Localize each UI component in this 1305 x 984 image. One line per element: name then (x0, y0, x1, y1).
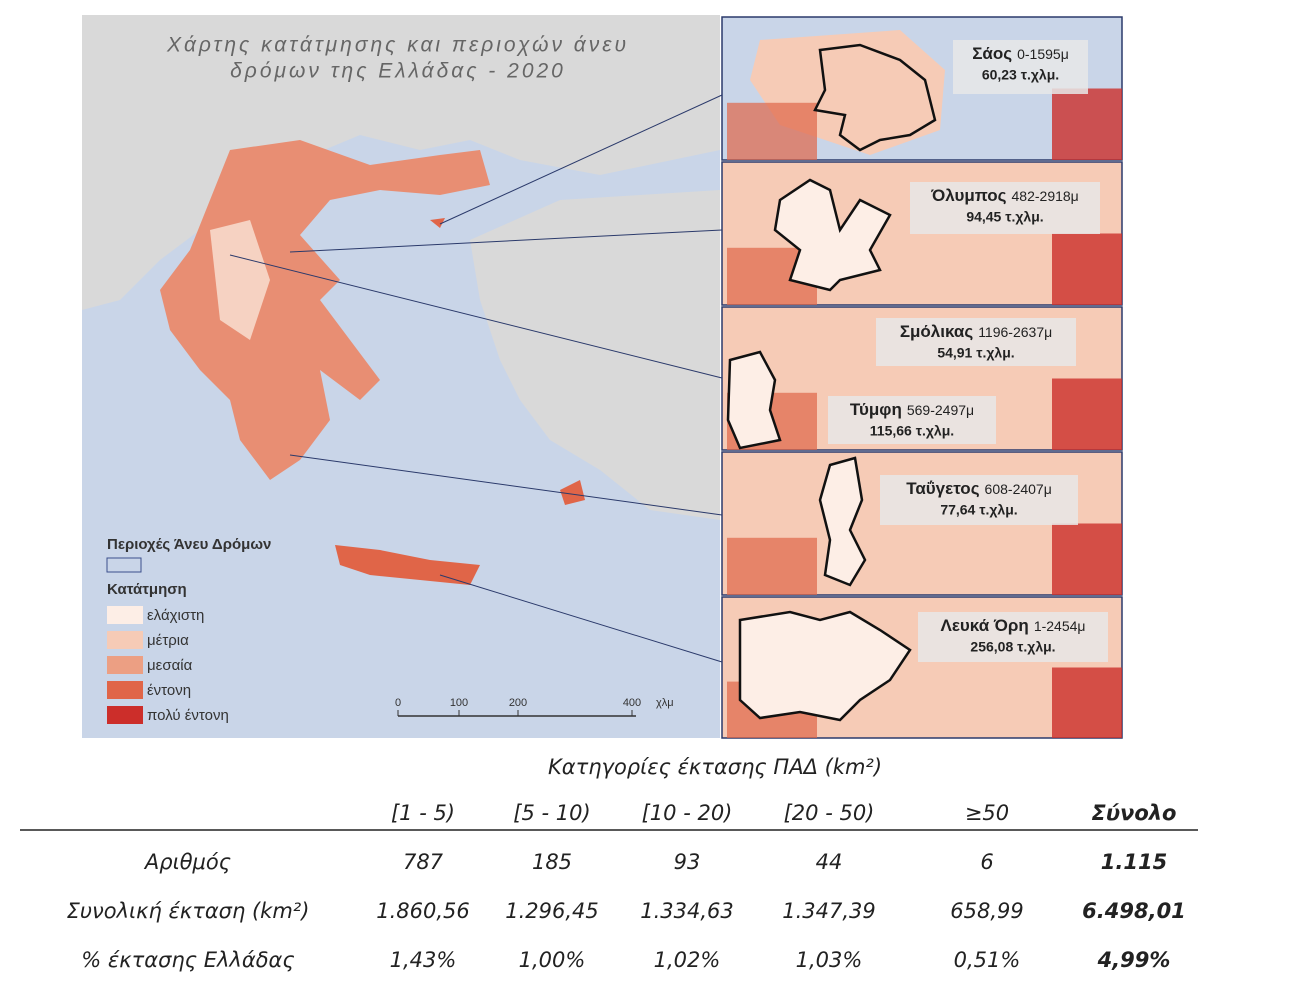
table-cell: 93 (674, 850, 701, 874)
table-cell: 6 (980, 850, 993, 874)
legend-swatch (107, 631, 143, 649)
inset-range: 569-2497μ (907, 402, 974, 418)
table-cell: 1.347,39 (782, 899, 876, 923)
inset-range: 1196-2637μ (978, 324, 1052, 340)
roadless-outline (726, 350, 782, 450)
legend-swatch (107, 656, 143, 674)
inset-label-box (880, 475, 1078, 525)
turkey (470, 190, 720, 520)
legend-label: πολύ έντονη (147, 707, 229, 724)
table-cell: 1.860,56 (376, 899, 470, 923)
inset-area: 60,23 τ.χλμ. (982, 67, 1059, 83)
inset-area: 115,66 τ.χλμ. (870, 423, 954, 439)
inset-label-box (953, 40, 1088, 94)
inset-area: 256,08 τ.χλμ. (970, 639, 1055, 655)
legend-swatch (107, 706, 143, 724)
legend-swatch (107, 681, 143, 699)
table-cell: 1,00% (519, 948, 586, 972)
inset-name: Ταΰγετος (906, 479, 979, 498)
table-cell: 1,43% (390, 948, 457, 972)
inset-label: Σμόλικας 1196-2637μ (900, 322, 1052, 341)
row-label: Συνολική έκταση (km²) (67, 899, 310, 923)
inset-label-box (828, 396, 996, 444)
inset-range: 608-2407μ (985, 481, 1052, 497)
inset-label-box (876, 318, 1076, 366)
legend-label: μεσαία (147, 657, 193, 674)
column-header: [1 - 5) (391, 801, 455, 825)
column-header: ≥50 (965, 801, 1009, 825)
inset-name: Λευκά Όρη (941, 616, 1029, 635)
column-header: [10 - 20) (642, 801, 733, 825)
roadless-outline (818, 456, 867, 587)
inset-name: Τύμφη (850, 400, 902, 419)
table-cell: 787 (403, 850, 444, 874)
inset-area: 94,45 τ.χλμ. (966, 209, 1043, 225)
samothrace (430, 218, 445, 228)
inset-area: 54,91 τ.χλμ. (937, 345, 1014, 361)
inset-range: 482-2918μ (1012, 188, 1079, 204)
column-header: Σύνολο (1092, 801, 1177, 825)
inset-label-box (918, 612, 1108, 662)
column-header: [5 - 10) (513, 801, 590, 825)
leader-lines (229, 94, 723, 663)
legend-swatch (106, 557, 142, 573)
legend-swatch (107, 606, 143, 624)
table-cell: 1,03% (796, 948, 863, 972)
inset-hotspot (1052, 378, 1122, 450)
legend-label: μέτρια (147, 632, 189, 649)
legend-title: Περιοχές Άνευ Δρόμων (107, 536, 271, 553)
row-label: % έκτασης Ελλάδας (81, 948, 294, 972)
table-cell: 0,51% (954, 948, 1021, 972)
inset-label: Όλυμπος 482-2918μ (930, 186, 1079, 205)
inset-label-box (910, 182, 1100, 234)
neighbours-north (82, 15, 720, 310)
inset-hotspot (727, 537, 817, 595)
crete (335, 545, 480, 585)
inset-hotspot (1052, 88, 1122, 160)
legend-label: ελάχιστη (147, 607, 204, 624)
inset-hotspot (1052, 523, 1122, 595)
inset-label: Τύμφη 569-2497μ (850, 400, 974, 419)
map-title-line: δρόμων της Ελλάδας - 2020 (230, 60, 566, 83)
table-cell: 1,02% (654, 948, 721, 972)
roadless-outline (813, 43, 937, 152)
scale-label: 400 (623, 697, 641, 709)
table-cell: 4,99% (1097, 948, 1171, 972)
inset-range: 0-1595μ (1017, 46, 1069, 62)
table-cell: 1.296,45 (505, 899, 599, 923)
roadless-outline (773, 178, 892, 292)
inset-label: Λευκά Όρη 1-2454μ (941, 616, 1086, 635)
table-cell: 658,99 (950, 899, 1023, 923)
pindus (210, 220, 270, 340)
scale-label: 200 (509, 697, 527, 709)
legend-title: Κατάτμηση (107, 581, 187, 598)
table-cell: 1.334,63 (640, 899, 734, 923)
rhodes (560, 480, 585, 505)
inset-name: Όλυμπος (930, 186, 1006, 205)
column-header: [20 - 50) (784, 801, 875, 825)
scale-unit: χλμ (656, 697, 674, 709)
legend-label: έντονη (147, 682, 191, 699)
inset-range: 1-2454μ (1034, 618, 1086, 634)
table-title: Κατηγορίες έκτασης ΠΑΔ (km²) (548, 755, 882, 779)
row-label: Αριθμός (143, 850, 231, 874)
table-cell: 185 (532, 850, 572, 874)
inset-hotspot (1052, 667, 1122, 738)
table-cell: 44 (816, 850, 843, 874)
roadless-outline (738, 610, 912, 722)
inset-area: 77,64 τ.χλμ. (940, 502, 1017, 518)
table-cell: 1.115 (1101, 850, 1167, 874)
inset-name: Σάος (972, 44, 1012, 63)
inset-label: Ταΰγετος 608-2407μ (906, 479, 1052, 498)
inset-hotspot (727, 102, 817, 160)
table-cell: 6.498,01 (1082, 899, 1186, 923)
map-title-line: Χάρτης κατάτμησης και περιοχών άνευ (166, 34, 629, 57)
inset-name: Σμόλικας (900, 322, 974, 341)
inset-label: Σάος 0-1595μ (972, 44, 1069, 63)
inset-hotspot (1052, 233, 1122, 305)
scale-label: 100 (450, 697, 468, 709)
scale-label: 0 (395, 697, 401, 709)
